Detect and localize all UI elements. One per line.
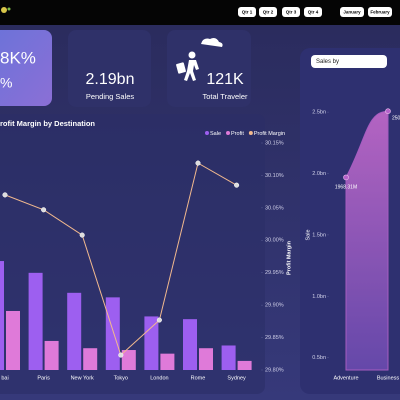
y-axis-title: Sale — [305, 229, 311, 240]
filter-button[interactable]: Qtr 4 — [304, 7, 322, 17]
x-tick-label: Tokyo — [114, 375, 128, 381]
bar — [160, 353, 175, 370]
x-tick-label: New York — [71, 375, 94, 381]
filter-button[interactable]: Qtr 3 — [282, 7, 300, 17]
kpi-card — [68, 30, 151, 107]
traveler-icon — [176, 38, 223, 81]
line-marker — [234, 182, 240, 188]
x-tick-label: Business — [377, 375, 400, 381]
bar — [83, 348, 98, 370]
y2-tick-label: 30.05% — [265, 205, 284, 211]
button-bg — [340, 7, 364, 17]
kpi-sub: % — [0, 75, 12, 91]
bar — [0, 261, 4, 370]
y-tick-label: 2.5bn — [312, 110, 326, 116]
bar — [144, 316, 159, 370]
line-marker — [118, 352, 124, 358]
y2-tick-label: 29.80% — [265, 367, 284, 373]
legend-label: Sale — [210, 131, 221, 137]
button-bg — [282, 7, 300, 17]
bar — [44, 340, 59, 370]
kpi-value: 121K — [206, 71, 244, 88]
y-tick-label: 2.0bn — [312, 171, 326, 177]
legend-marker — [226, 131, 231, 135]
kpi-label: Pending Sales — [86, 92, 135, 101]
logo — [1, 7, 7, 13]
chart-title: rofit Margin by Destination — [0, 119, 95, 128]
y2-tick-label: 30.00% — [265, 238, 284, 244]
bar — [105, 297, 120, 370]
bar — [67, 292, 82, 370]
filter-button[interactable]: Qtr 2 — [259, 7, 277, 17]
bar — [6, 310, 20, 370]
button-label: Qtr 2 — [263, 9, 274, 14]
button-label: Qtr 3 — [286, 9, 297, 14]
legend-label: Profit — [231, 131, 244, 137]
top-bar — [0, 0, 400, 25]
y-tick-label: 1.5bn — [312, 232, 326, 238]
x-tick-label: bai — [1, 375, 8, 381]
x-tick-label: Sydney — [227, 375, 246, 381]
y2-tick-label: 30.15% — [265, 140, 284, 146]
filter-button[interactable]: January — [340, 7, 364, 17]
button-bg — [259, 7, 277, 17]
y2-tick-label: 29.90% — [265, 303, 284, 309]
y-tick-label: 0.5bn — [312, 355, 326, 361]
x-tick-label: Rome — [191, 375, 206, 381]
value-label: 2507.58M — [392, 116, 400, 122]
filter-button[interactable]: Qtr 1 — [238, 7, 256, 17]
kpi-value: 8K% — [0, 48, 36, 67]
x-tick-label: Adventure — [333, 375, 358, 381]
value-label: 1968.31M — [335, 185, 357, 191]
filter-button[interactable]: February — [368, 7, 392, 17]
point — [385, 108, 391, 114]
legend-marker — [205, 131, 209, 135]
kpi-label: Total Traveler — [202, 92, 248, 101]
bar — [121, 350, 136, 370]
legend-label: Profit Margin — [254, 131, 285, 137]
bar — [237, 360, 252, 370]
y2-tick-label: 29.95% — [265, 270, 284, 276]
y-tick-label: 1.0bn — [312, 294, 326, 300]
legend-marker — [248, 131, 253, 135]
line-marker — [195, 160, 201, 166]
line-marker — [79, 232, 85, 238]
button-bg — [368, 7, 392, 17]
point — [343, 174, 349, 181]
x-tick-label: London — [150, 375, 168, 381]
kpi-value: 2.19bn — [86, 71, 135, 88]
line-marker — [41, 207, 47, 213]
button-label: February — [370, 9, 390, 14]
button-label: January — [343, 9, 361, 14]
bar — [199, 348, 213, 370]
y2-tick-label: 30.10% — [265, 173, 284, 179]
chart-panel — [0, 114, 265, 394]
button-label: Qtr 4 — [308, 9, 319, 14]
x-tick-label: Paris — [37, 375, 50, 381]
line-marker — [2, 192, 8, 198]
y2-axis-title: Profit Margin — [286, 240, 292, 275]
button-label: Qtr 1 — [242, 9, 253, 14]
bar — [183, 319, 197, 370]
slicer[interactable] — [311, 55, 387, 68]
logo — [7, 7, 11, 11]
line-marker — [156, 317, 162, 323]
kpi-card — [0, 30, 52, 106]
bar — [28, 272, 43, 370]
button-bg — [304, 7, 322, 17]
slicer-label: Sales by — [316, 59, 339, 65]
y2-tick-label: 29.85% — [265, 335, 284, 341]
bar — [221, 345, 236, 370]
button-bg — [238, 7, 256, 17]
kpi-card — [167, 30, 251, 107]
